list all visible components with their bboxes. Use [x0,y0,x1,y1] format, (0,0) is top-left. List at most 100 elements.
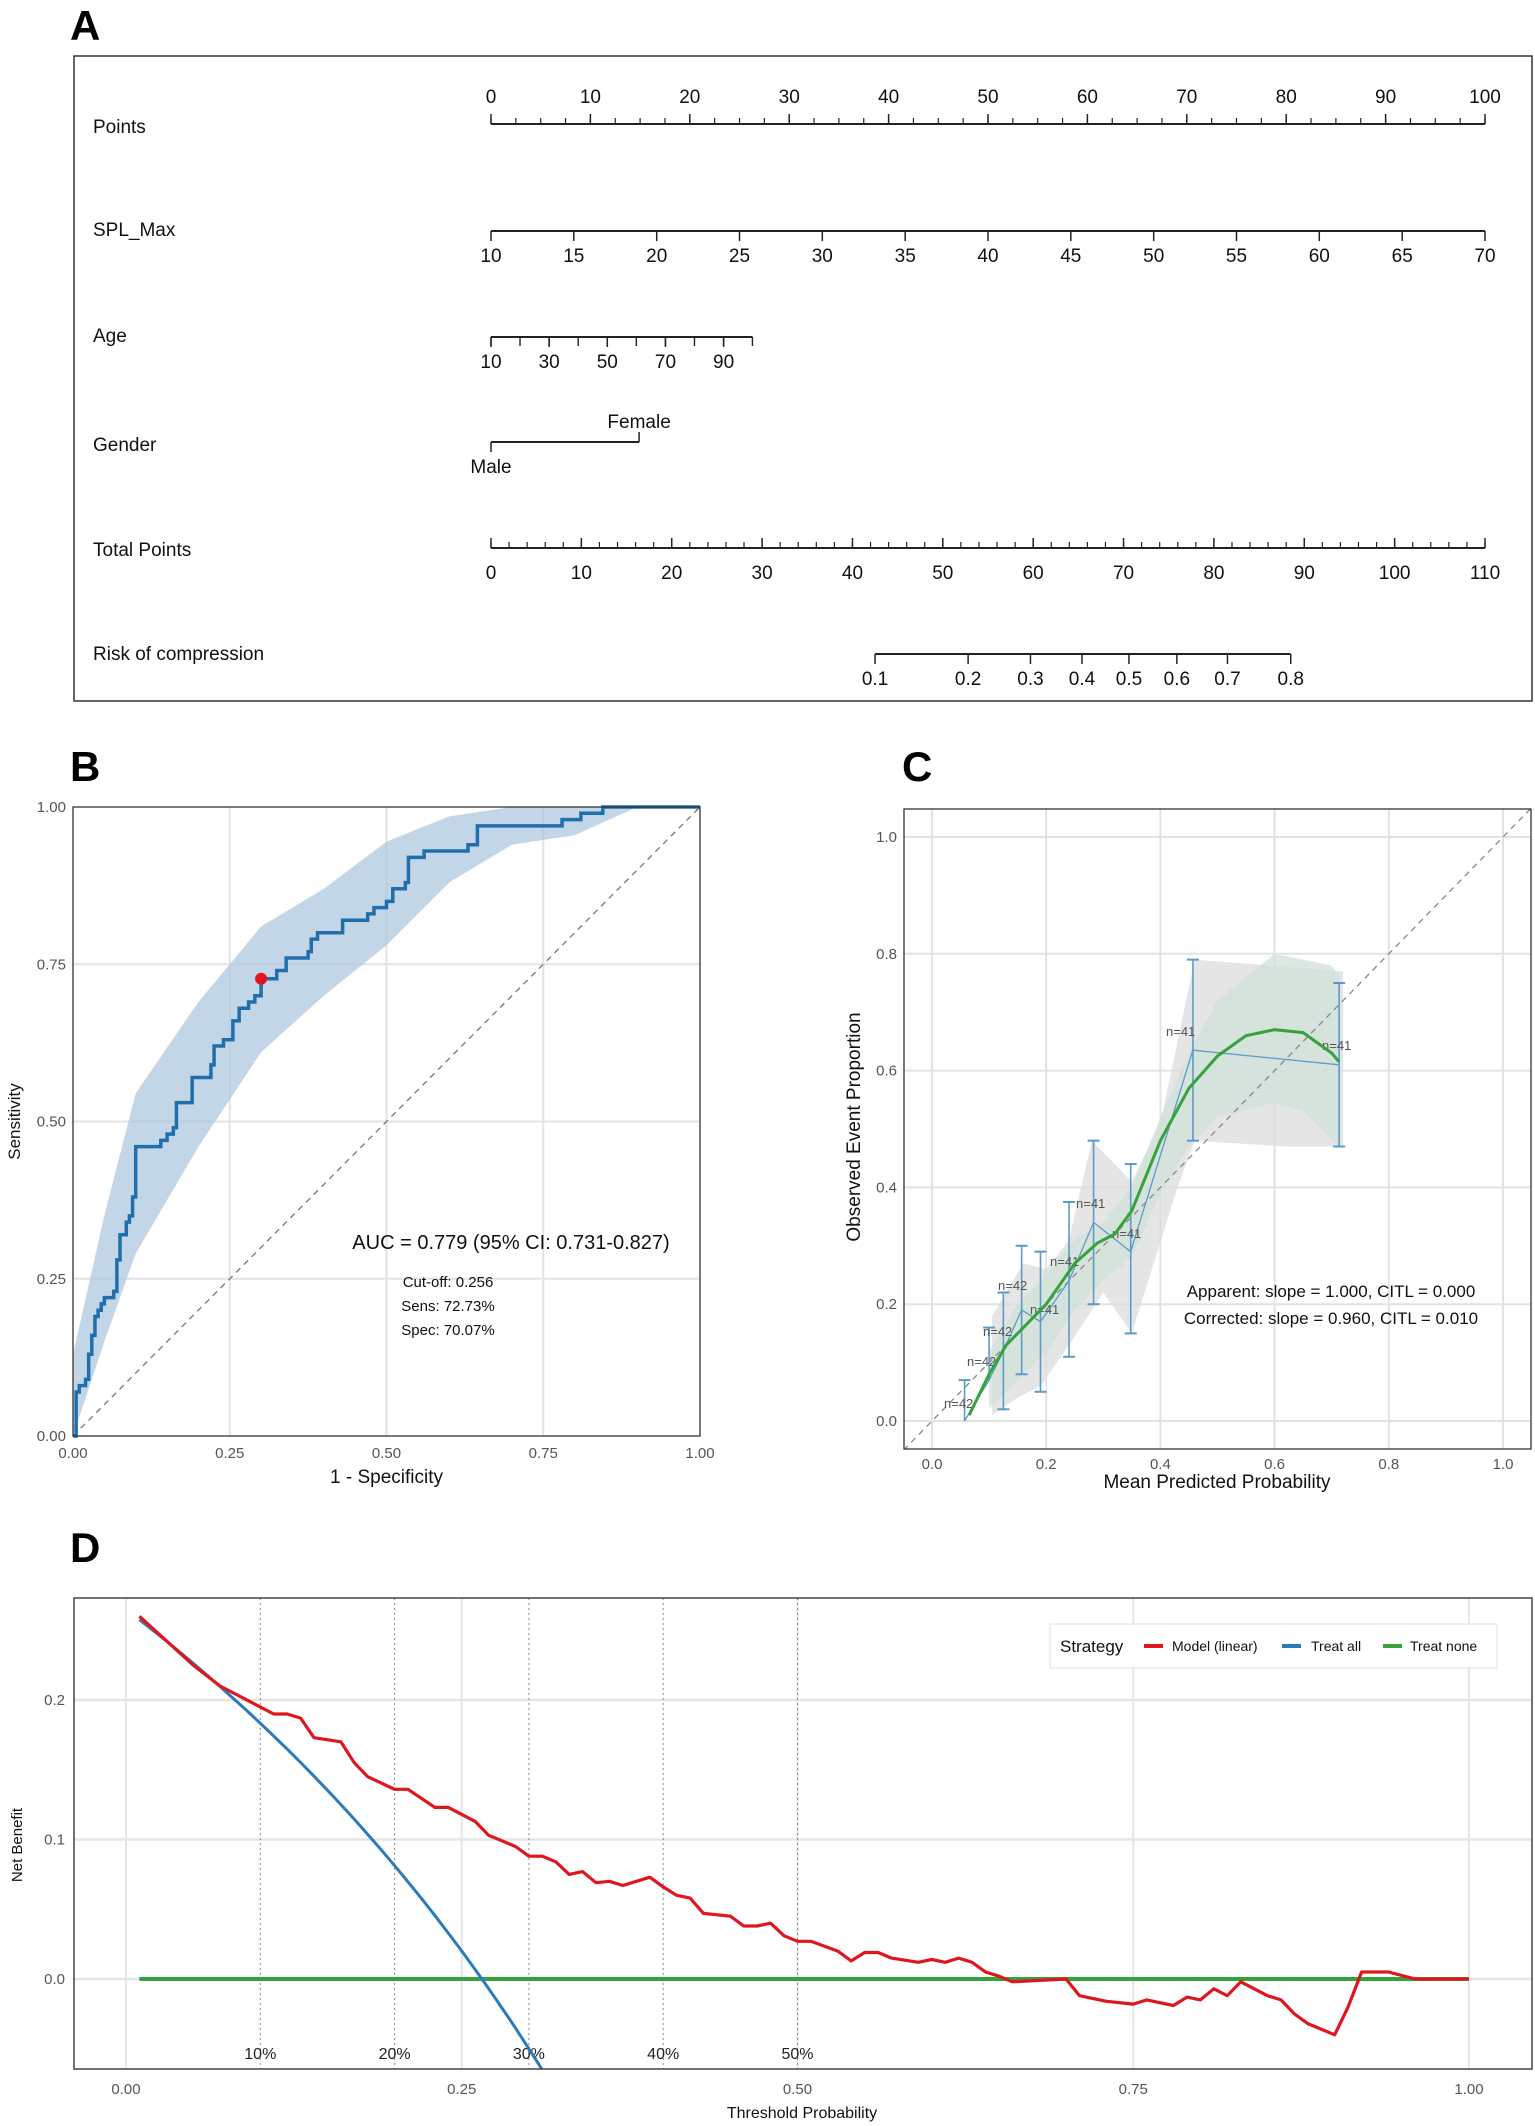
cutoff-annotation: Cut-off: 0.256 [403,1274,494,1291]
nomogram-row-label: Age [93,326,127,347]
bin-count-label: n=41 [1076,1196,1105,1211]
roc-panel: 0.00 0.25 0.50 0.75 1.00 0.00 0.25 0.50 0.75 1.00… [5,799,715,1488]
model-net-benefit-line [138,1615,1469,2037]
nomogram-tick-label: 0.8 [1278,669,1304,690]
x-tick-label: 0.8 [1378,1456,1399,1473]
nomogram-tick-label: 35 [895,246,916,267]
nomogram-tick-label: 10 [480,352,501,373]
nomogram-tick-label: Male [470,457,511,478]
x-tick-label: 0.50 [372,1445,401,1462]
x-tick-label: 1.00 [685,1445,714,1462]
y-tick-label: 0.0 [876,1413,897,1430]
y-tick-label: 0.0 [44,1971,65,1988]
nomogram-tick-label: 90 [1375,87,1396,108]
bin-count-label: n=42 [944,1396,973,1411]
x-tick-label: 0.00 [58,1445,87,1462]
y-tick-label: 0.2 [876,1296,897,1313]
nomogram-tick-label: 60 [1309,246,1330,267]
nomogram-tick-label: 60 [1077,87,1098,108]
nomogram-tick-label: 0.5 [1116,669,1142,690]
x-tick-label: 0.75 [529,1445,558,1462]
bin-count-label: n=41 [1322,1038,1351,1053]
apparent-annotation: Apparent: slope = 1.000, CITL = 0.000 [1187,1282,1476,1301]
y-axis-title: Observed Event Proportion [844,1012,865,1241]
nomogram-row-label: Risk of compression [93,644,264,665]
nomogram-tick-label: 50 [1143,246,1164,267]
y-tick-label: 0.1 [44,1832,65,1849]
nomogram-tick-label: 65 [1392,246,1413,267]
nomogram-tick-label: 0.7 [1214,669,1240,690]
bin-count-label: n=42 [983,1324,1012,1339]
nomogram-tick-label: 50 [932,563,953,584]
x-tick-label: 0.6 [1264,1456,1285,1473]
nomogram-tick-label: 30 [779,87,800,108]
panel-label-b: B [70,743,100,790]
plot-frame [903,808,1532,1450]
legend-label: Treat all [1311,1638,1361,1654]
nomogram-tick-label: 50 [597,352,618,373]
nomogram-tick-label: 70 [1113,563,1134,584]
nomogram-tick-label: 20 [661,563,682,584]
y-axis-title: Net Benefit [9,1807,26,1882]
decision-curve-panel: 10% 20% 30% 40% 50%0.00 0.25 0.50 0.75 1.000.00.… [9,1597,1533,2122]
nomogram-row-label: Total Points [93,540,191,561]
nomogram-row-label: Points [93,117,146,138]
reference-diagonal [72,806,701,1437]
nomogram-tick-label: 30 [752,563,773,584]
nomogram-tick-label: 20 [646,246,667,267]
nomogram-tick-label: 25 [729,246,750,267]
nomogram-tick-label: 0.2 [955,669,981,690]
y-tick-label: 1.00 [37,799,66,816]
nomogram-tick-label: 30 [539,352,560,373]
observed-calibration-line [963,1049,1340,1422]
panel-label-d: D [70,1524,100,1571]
bin-count-label: n=42 [998,1278,1027,1293]
nomogram-tick-label: 0.3 [1017,669,1043,690]
threshold-reference-label: 10% [244,2046,276,2063]
y-tick-label: 1.0 [876,829,897,846]
x-tick-label: 1.0 [1493,1456,1514,1473]
y-tick-label: 0.00 [37,1428,66,1445]
x-tick-label: 0.75 [1119,2081,1148,2098]
nomogram-tick-label: 80 [1276,87,1297,108]
cutoff-point [255,972,268,985]
y-tick-label: 0.2 [44,1692,65,1709]
panel-frame [73,55,1533,702]
y-axis-title: Sensitivity [5,1083,24,1160]
x-tick-label: 0.50 [783,2081,812,2098]
panel-label-c: C [902,743,932,790]
nomogram-tick-label: 90 [1294,563,1315,584]
legend: Strategy Model (linear) Treat all Treat non… [1049,1623,1498,1669]
nomogram-tick-label: 20 [679,87,700,108]
threshold-reference-label: 40% [647,2046,679,2063]
nomogram-tick-label: 45 [1060,246,1081,267]
y-tick-label: 0.75 [37,956,66,973]
x-tick-label: 0.25 [447,2081,476,2098]
smoothed-calibration-curve [967,1028,1341,1416]
nomogram-tick-label: 40 [878,87,899,108]
x-tick-label: 0.4 [1150,1456,1171,1473]
nomogram-tick-label: 10 [571,563,592,584]
nomogram-tick-label: 40 [977,246,998,267]
plot-frame [72,806,701,1437]
auc-annotation: AUC = 0.779 (95% CI: 0.731-0.827) [352,1232,669,1254]
legend-box [1049,1623,1498,1669]
nomogram-tick-label: 55 [1226,246,1247,267]
x-tick-label: 0.00 [111,2081,140,2098]
smooth-confidence-band [989,953,1340,1410]
nomogram-tick-label: 70 [655,352,676,373]
nomogram-row-label: SPL_Max [93,220,176,241]
nomogram-tick-label: 30 [812,246,833,267]
plot-frame [73,1597,1533,2070]
nomogram-tick-label: 100 [1469,87,1501,108]
nomogram-tick-label: 70 [1176,87,1197,108]
nomogram-tick-label: 80 [1203,563,1224,584]
nomogram-tick-label: 60 [1023,563,1044,584]
bin-count-label: n=42 [967,1354,996,1369]
nomogram-tick-label: 100 [1379,563,1411,584]
panel-label-a: A [70,2,100,49]
roc-confidence-band [73,807,700,1436]
y-tick-label: 0.4 [876,1179,897,1196]
